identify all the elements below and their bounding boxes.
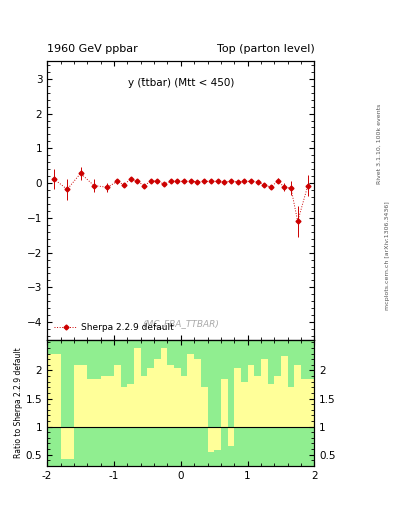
Text: Rivet 3.1.10, 100k events: Rivet 3.1.10, 100k events xyxy=(377,103,382,183)
Legend: Sherpa 2.2.9 default: Sherpa 2.2.9 default xyxy=(51,321,177,335)
Y-axis label: Ratio to Sherpa 2.2.9 default: Ratio to Sherpa 2.2.9 default xyxy=(14,347,23,458)
Text: mcplots.cern.ch [arXiv:1306.3436]: mcplots.cern.ch [arXiv:1306.3436] xyxy=(385,202,389,310)
Text: (MC_FBA_TTBAR): (MC_FBA_TTBAR) xyxy=(142,319,219,328)
Text: y (t̄tbar) (Mtt < 450): y (t̄tbar) (Mtt < 450) xyxy=(128,78,234,88)
Text: Top (parton level): Top (parton level) xyxy=(217,44,314,54)
Text: 1960 GeV ppbar: 1960 GeV ppbar xyxy=(47,44,138,54)
